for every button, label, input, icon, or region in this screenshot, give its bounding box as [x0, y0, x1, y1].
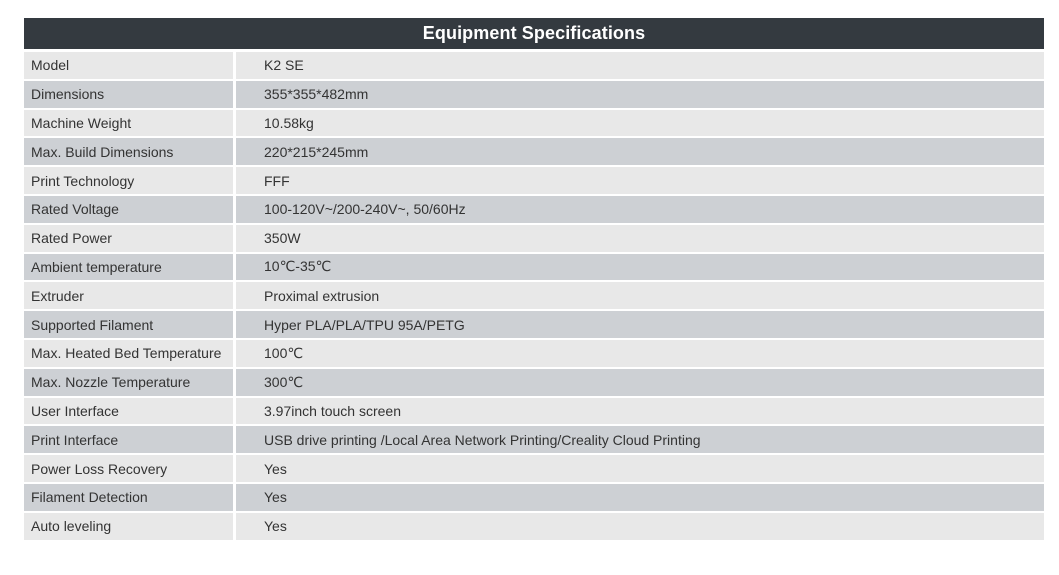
spec-value: 100-120V~/200-240V~, 50/60Hz	[236, 195, 1044, 223]
spec-value: 100℃	[236, 339, 1044, 367]
table-row: Max. Nozzle Temperature 300℃	[24, 368, 1044, 396]
table-row: Power Loss Recovery Yes	[24, 455, 1044, 482]
spec-label: Machine Weight	[24, 109, 233, 137]
spec-label: Max. Build Dimensions	[24, 138, 233, 166]
spec-label: Extruder	[24, 282, 233, 310]
spec-label: Max. Nozzle Temperature	[24, 368, 233, 396]
spec-value: 10℃-35℃	[236, 253, 1044, 281]
table-row: Rated Voltage 100-120V~/200-240V~, 50/60H…	[24, 195, 1044, 223]
table-title: Equipment Specifications	[24, 18, 1044, 49]
spec-label: Filament Detection	[24, 483, 233, 511]
table-row: Max. Heated Bed Temperature 100℃	[24, 339, 1044, 367]
table-row: Ambient temperature 10℃-35℃	[24, 253, 1044, 281]
table-row: Print Technology FFF	[24, 167, 1044, 194]
table-row: Model K2 SE	[24, 52, 1044, 79]
table-row: Dimensions 355*355*482mm	[24, 80, 1044, 108]
spec-value: 220*215*245mm	[236, 138, 1044, 166]
spec-value: Yes	[236, 455, 1044, 482]
spec-value: Proximal extrusion	[236, 282, 1044, 310]
spec-label: Max. Heated Bed Temperature	[24, 339, 233, 367]
table-row: Supported Filament Hyper PLA/PLA/TPU 95A/…	[24, 311, 1044, 338]
spec-value: Yes	[236, 483, 1044, 511]
spec-label: Auto leveling	[24, 512, 233, 540]
table-row: Print Interface USB drive printing /Local…	[24, 426, 1044, 454]
spec-label: Print Technology	[24, 167, 233, 194]
spec-value: USB drive printing /Local Area Network P…	[236, 426, 1044, 454]
spec-value: Hyper PLA/PLA/TPU 95A/PETG	[236, 311, 1044, 338]
table-row: Auto leveling Yes	[24, 512, 1044, 540]
specifications-table: Equipment Specifications Model K2 SE Dimen…	[24, 18, 1044, 542]
spec-label: User Interface	[24, 397, 233, 425]
spec-label: Print Interface	[24, 426, 233, 454]
spec-label: Model	[24, 52, 233, 79]
table-row: User Interface 3.97inch touch screen	[24, 397, 1044, 425]
spec-value: 3.97inch touch screen	[236, 397, 1044, 425]
spec-label: Dimensions	[24, 80, 233, 108]
spec-value: 350W	[236, 224, 1044, 252]
spec-value: Yes	[236, 512, 1044, 540]
table-row: Extruder Proximal extrusion	[24, 282, 1044, 310]
spec-value: K2 SE	[236, 52, 1044, 79]
table-body: Model K2 SE Dimensions 355*355*482mm Machine…	[24, 52, 1044, 540]
spec-value: 355*355*482mm	[236, 80, 1044, 108]
table-row: Rated Power 350W	[24, 224, 1044, 252]
spec-value: 300℃	[236, 368, 1044, 396]
spec-value: 10.58kg	[236, 109, 1044, 137]
table-row: Max. Build Dimensions 220*215*245mm	[24, 138, 1044, 166]
spec-label: Ambient temperature	[24, 253, 233, 281]
spec-label: Rated Power	[24, 224, 233, 252]
spec-label: Power Loss Recovery	[24, 455, 233, 482]
spec-label: Rated Voltage	[24, 195, 233, 223]
table-row: Filament Detection Yes	[24, 483, 1044, 511]
spec-label: Supported Filament	[24, 311, 233, 338]
spec-value: FFF	[236, 167, 1044, 194]
table-row: Machine Weight 10.58kg	[24, 109, 1044, 137]
